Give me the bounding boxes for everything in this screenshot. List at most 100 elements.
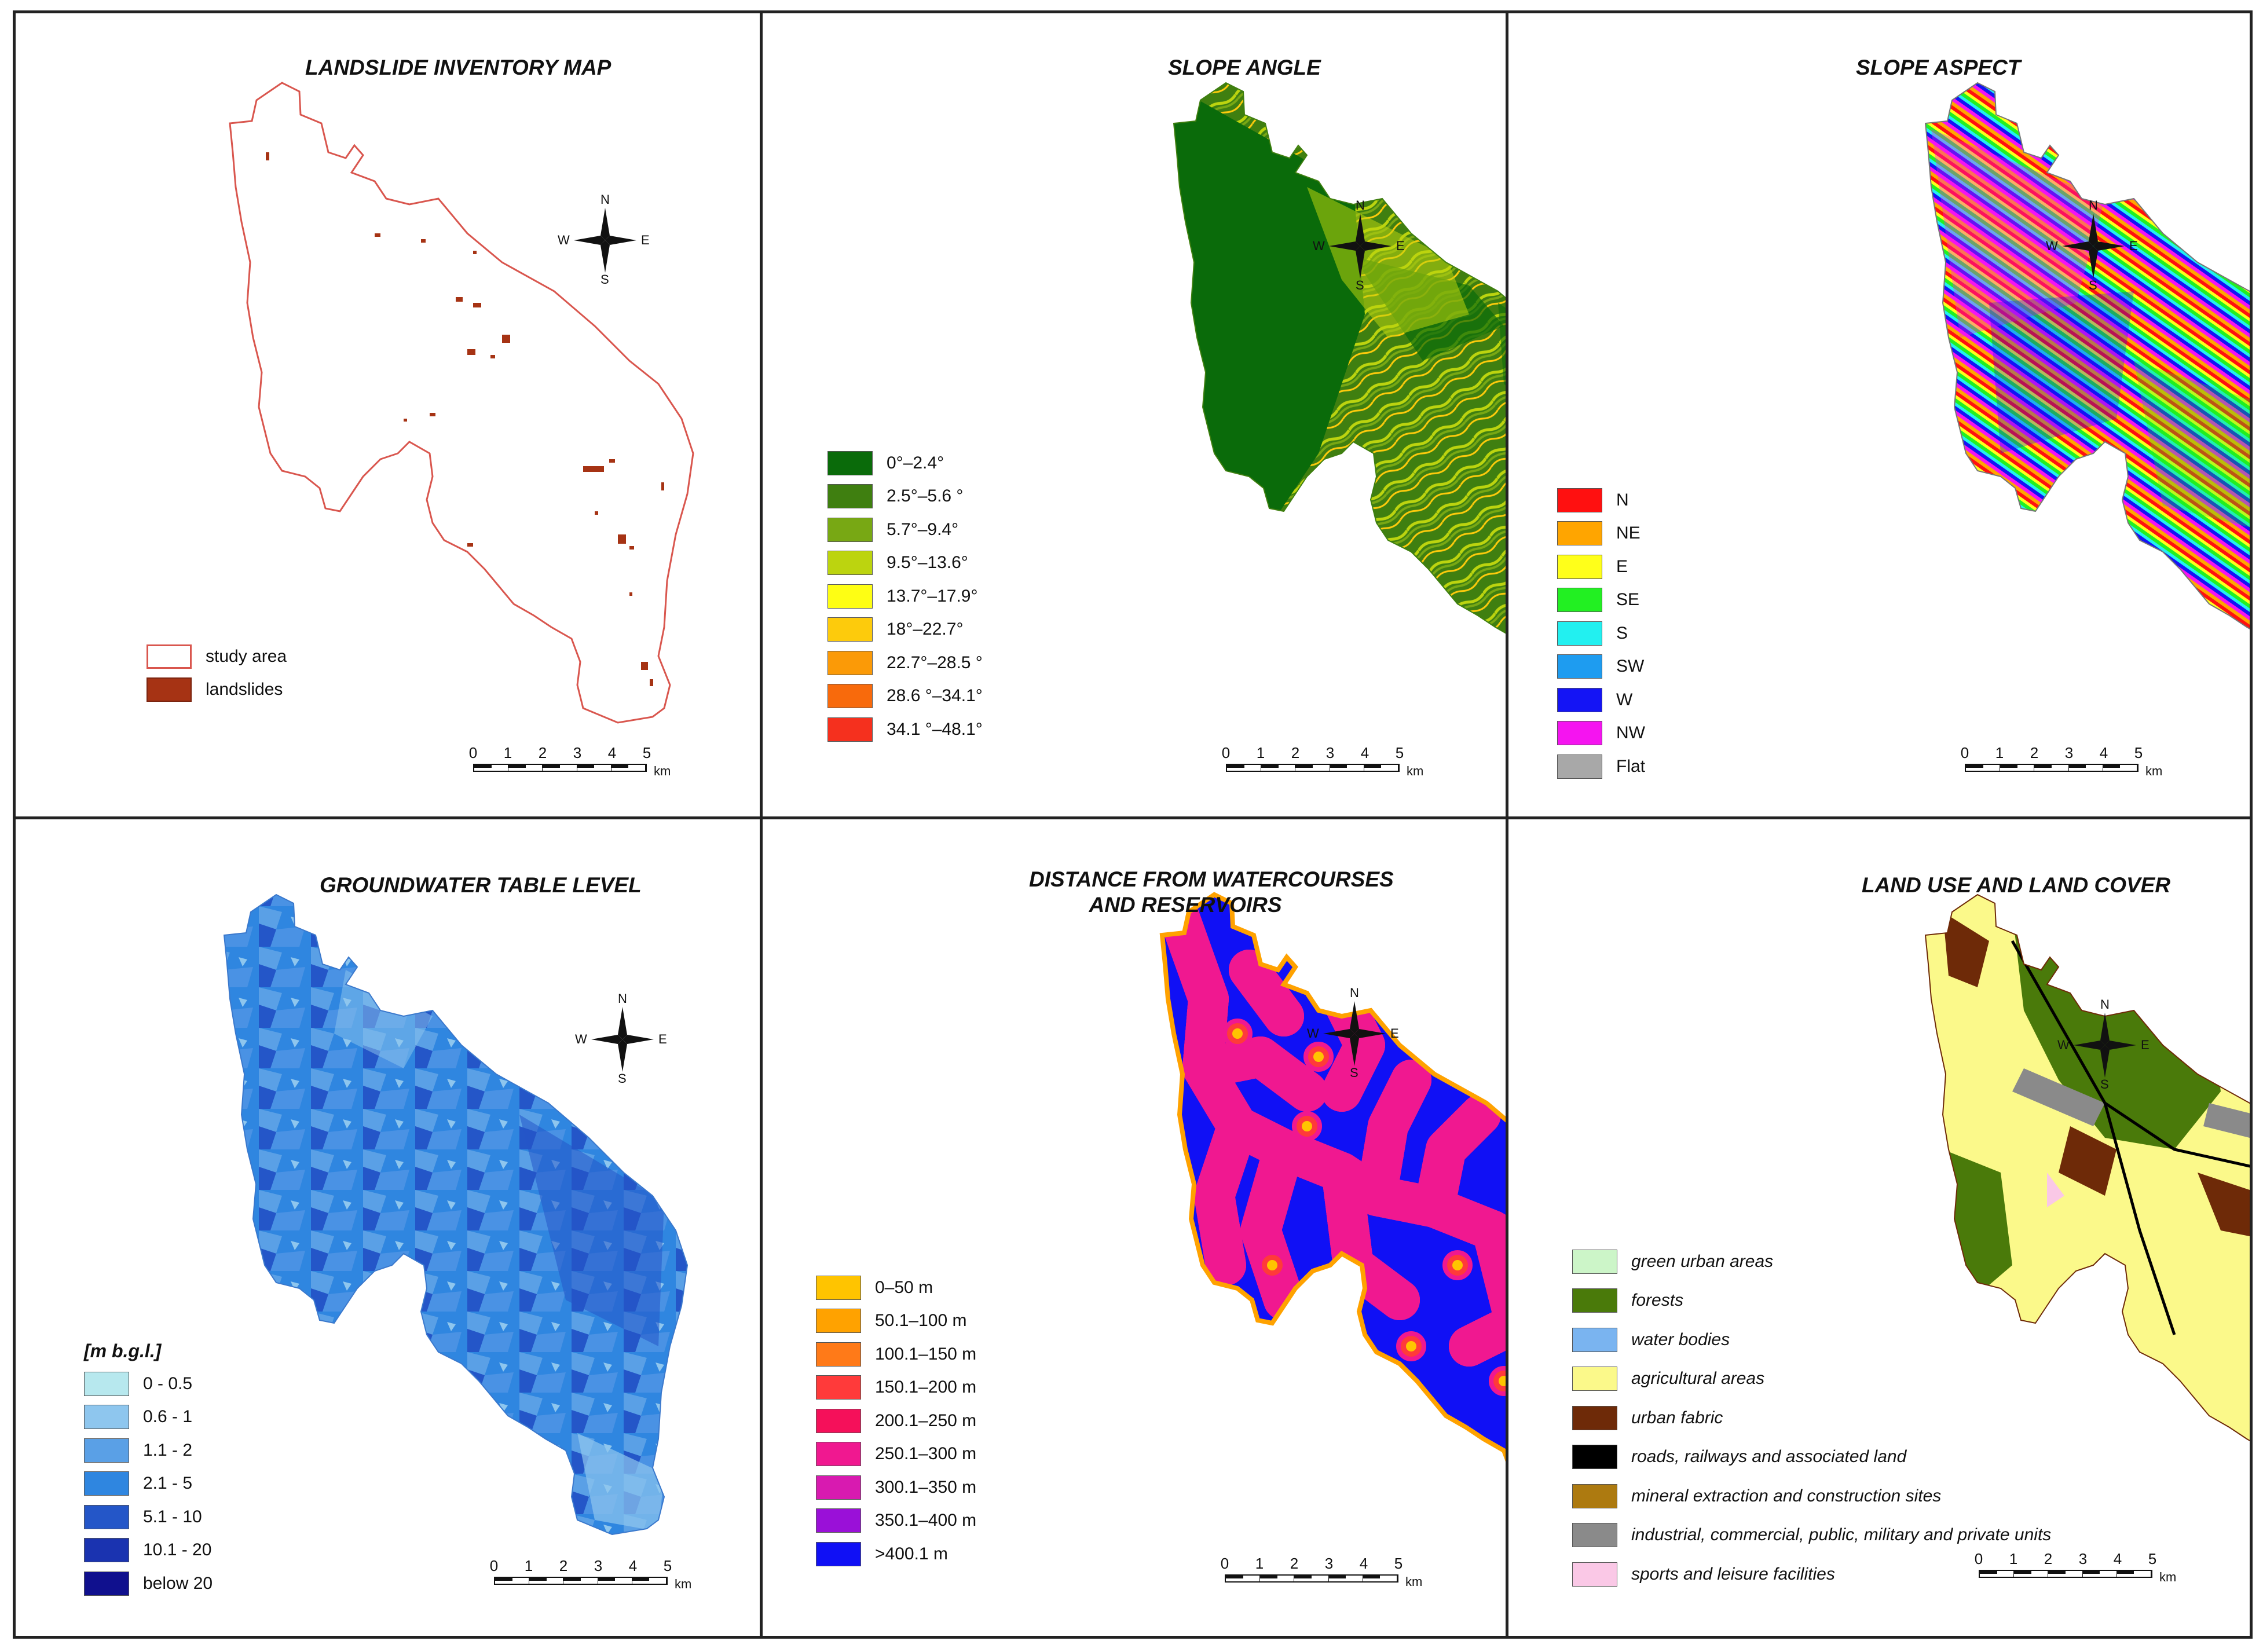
- scale-tick-label: 4: [2099, 744, 2108, 761]
- scale-tick-label: 5: [1394, 1555, 1403, 1572]
- legend-distance: 0–50 m 50.1–100 m 100.1–150 m 150.1–200 m 20…: [816, 1271, 976, 1571]
- legend-item: 200.1–250 m: [816, 1404, 976, 1438]
- scale-bar: 0 1 2 3 4 5 km: [1975, 1550, 2177, 1596]
- legend-item: 5.7°–9.4°: [827, 513, 983, 547]
- panel-land-use: LAND USE AND LAND COVER N S W E green ur…: [1506, 816, 2253, 1639]
- panel-title: LANDSLIDE INVENTORY MAP: [305, 56, 611, 79]
- legend-swatch: [816, 1375, 861, 1400]
- legend-swatch: [827, 517, 873, 542]
- legend-label: 0°–2.4°: [887, 453, 944, 472]
- scale-tick-label: 0: [1220, 1555, 1229, 1572]
- legend-item: 300.1–350 m: [816, 1471, 976, 1504]
- legend-label: green urban areas: [1631, 1251, 1774, 1271]
- panel-title: GROUNDWATER TABLE LEVEL: [320, 873, 642, 897]
- legend-label: 10.1 - 20: [143, 1540, 212, 1560]
- compass-s: S: [618, 1071, 627, 1086]
- legend-swatch: [1557, 554, 1602, 579]
- scale-tick-label: 3: [594, 1557, 603, 1574]
- legend-swatch: [827, 551, 873, 576]
- scale-bar-graphic: [494, 1577, 668, 1585]
- legend-item: SW: [1557, 650, 1645, 684]
- panel-title-line2: AND RESERVOIRS: [1089, 893, 1282, 917]
- legend-label: 250.1–300 m: [875, 1444, 977, 1464]
- legend-item: 2.5°–5.6 °: [827, 480, 983, 514]
- scale-bar-graphic: [1965, 764, 2139, 772]
- scale-tick-label: 5: [2148, 1550, 2157, 1567]
- legend-swatch: [1557, 721, 1602, 746]
- scale-tick-label: 0: [1221, 744, 1231, 761]
- legend-item: urban fabric: [1572, 1398, 2051, 1438]
- compass-n: N: [1356, 198, 1365, 213]
- legend-item: below 20: [84, 1567, 213, 1600]
- scale-tick-label: 1: [1255, 1555, 1264, 1572]
- compass-e: E: [1396, 239, 1405, 253]
- legend-swatch: [1557, 754, 1602, 779]
- legend-label: landslides: [206, 680, 283, 699]
- legend-item: 34.1 °–48.1°: [827, 713, 983, 746]
- legend-slope-angle: 0°–2.4° 2.5°–5.6 ° 5.7°–9.4° 9.5°–13.6° 13.7…: [827, 446, 983, 746]
- legend-item: water bodies: [1572, 1320, 2051, 1360]
- scale-tick-label: 3: [1325, 744, 1335, 761]
- legend-label: roads, railways and associated land: [1631, 1447, 1907, 1467]
- legend-item: 0–50 m: [816, 1271, 976, 1305]
- scale-tick-label: 2: [1290, 1555, 1299, 1572]
- legend-label: SE: [1616, 590, 1640, 610]
- legend-inventory: study area landslides: [147, 640, 287, 706]
- landslide-polygons: [266, 152, 664, 686]
- legend-label: 5.7°–9.4°: [887, 519, 959, 539]
- panel-landslide-inventory: LANDSLIDE INVENTORY MAP N S W E study ar…: [13, 10, 766, 822]
- legend-label: W: [1616, 690, 1633, 709]
- legend-item: 18°–22.7°: [827, 613, 983, 647]
- scale-unit: km: [2145, 764, 2163, 778]
- compass-s: S: [1350, 1065, 1358, 1080]
- legend-item: 250.1–300 m: [816, 1438, 976, 1471]
- legend-swatch: [1572, 1288, 1617, 1313]
- legend-swatch: [1572, 1327, 1617, 1352]
- legend-swatch: [827, 484, 873, 509]
- scale-tick-label: 0: [1974, 1550, 1983, 1567]
- legend-label: E: [1616, 556, 1628, 576]
- scale-unit: km: [1405, 1574, 1423, 1589]
- legend-label: NE: [1616, 523, 1641, 543]
- legend-label: S: [1616, 623, 1628, 643]
- scale-bar-graphic: [1226, 764, 1400, 772]
- legend-swatch: [1557, 521, 1602, 546]
- legend-swatch: [1572, 1523, 1617, 1548]
- scale-tick-label: 2: [2030, 744, 2039, 761]
- legend-swatch: [827, 617, 873, 642]
- compass-rose: N S W E: [558, 193, 650, 287]
- legend-swatch: [1557, 654, 1602, 679]
- scale-tick-label: 4: [2113, 1550, 2122, 1567]
- compass-s: S: [2100, 1077, 2109, 1091]
- legend-item: 0 - 0.5: [84, 1367, 213, 1401]
- legend-label: forests: [1631, 1291, 1684, 1310]
- legend-label: water bodies: [1631, 1329, 1730, 1349]
- legend-swatch: [1557, 488, 1602, 512]
- north-arrow-icon: [2074, 1013, 2136, 1078]
- scale-tick-label: 2: [1291, 744, 1300, 761]
- scale-bar: 0 1 2 3 4 5 km: [490, 1557, 692, 1603]
- legend-label: 150.1–200 m: [875, 1378, 977, 1397]
- legend-title: [m b.g.l.]: [84, 1340, 162, 1361]
- legend-swatch: [827, 684, 873, 709]
- legend-item: 28.6 °–34.1°: [827, 680, 983, 713]
- scale-tick-label: 0: [1960, 744, 1969, 761]
- compass-n: N: [600, 192, 610, 207]
- legend-label: 18°–22.7°: [887, 620, 964, 639]
- panel-title: DISTANCE FROM WATERCOURSES AND RESERVOIR…: [1029, 867, 1394, 918]
- legend-label: Flat: [1616, 756, 1646, 776]
- legend-label: industrial, commercial, public, military…: [1631, 1525, 2052, 1545]
- legend-label: 34.1 °–48.1°: [887, 719, 983, 739]
- legend-item: W: [1557, 683, 1645, 717]
- scale-tick-label: 1: [503, 744, 512, 761]
- legend-item: 0°–2.4°: [827, 446, 983, 480]
- scale-tick-label: 1: [1995, 744, 2004, 761]
- legend-item: agricultural areas: [1572, 1360, 2051, 1399]
- legend-item: study area: [147, 640, 287, 673]
- legend-swatch: [84, 1538, 129, 1563]
- legend-label: 5.1 - 10: [143, 1507, 202, 1526]
- compass-n: N: [2100, 997, 2110, 1012]
- scale-bar: 0 1 2 3 4 5 km: [1222, 744, 1424, 790]
- compass-rose: N S W E: [575, 992, 667, 1086]
- legend-item: 50.1–100 m: [816, 1305, 976, 1338]
